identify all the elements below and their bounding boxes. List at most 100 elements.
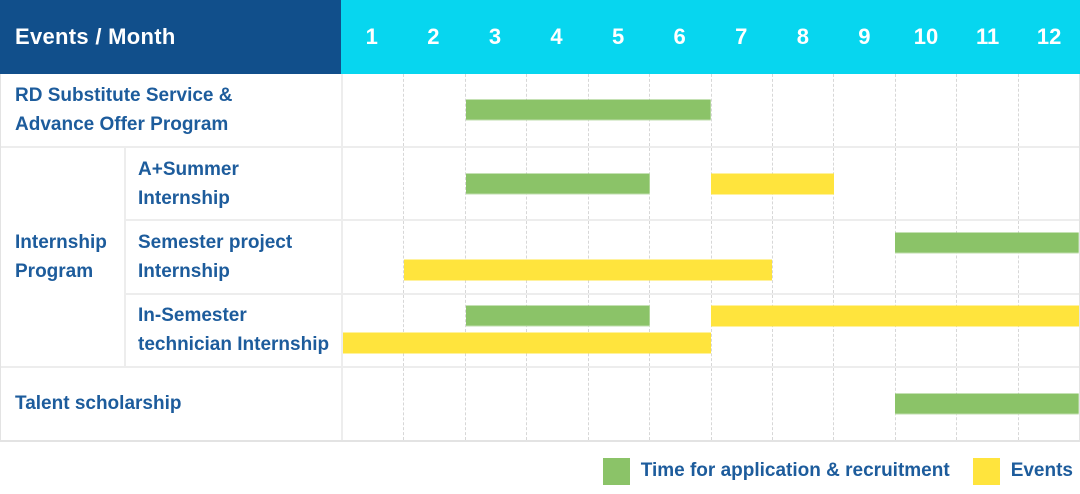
month-grid-column — [403, 74, 464, 147]
month-grid-column — [956, 148, 1017, 220]
month-header-label: 7 — [735, 24, 748, 49]
row-label-line: Talent scholarship — [15, 393, 182, 415]
gantt-bar-events — [404, 259, 773, 281]
table-row: Semester project Internship — [124, 219, 1079, 293]
month-grid-column — [649, 221, 710, 293]
row-label-line: A+Summer — [138, 158, 239, 180]
month-grid-column — [1017, 74, 1079, 147]
month-grid-column — [464, 74, 526, 147]
month-grid-column — [710, 294, 772, 366]
month-header-label: 3 — [488, 24, 502, 49]
gantt-body: RD Substitute Service & Advance Offer Pro… — [0, 74, 1080, 442]
month-header-label: 8 — [796, 24, 809, 49]
month-grid-column — [343, 295, 403, 366]
row-label: Talent scholarship — [1, 368, 341, 440]
group-label: Internship Program — [1, 148, 124, 365]
month-header-label: 1 — [365, 24, 378, 49]
month-grid-column — [587, 367, 649, 441]
gantt-bar-application — [465, 173, 650, 195]
timeline-cell — [341, 367, 1079, 441]
month-gridlines — [343, 221, 1079, 293]
table-row-group: Internship Program A+Summer Internship Semes… — [1, 146, 1079, 366]
month-grid-column — [771, 74, 833, 147]
legend-item: Events — [972, 457, 1073, 485]
row-label-line: Internship — [15, 232, 107, 253]
legend-label: Events — [1010, 460, 1073, 481]
gantt-bar-application — [465, 305, 650, 327]
table-row: In-Semester technician Internship — [124, 292, 1079, 366]
legend: Time for application & recruitment Events — [0, 442, 1080, 494]
month-grid-column — [771, 294, 833, 366]
month-grid-column — [833, 148, 894, 220]
row-label-line: Internship — [138, 187, 230, 209]
month-grid-column — [526, 294, 587, 366]
month-header-label: 2 — [427, 24, 440, 49]
gantt-bar-application — [895, 232, 1079, 254]
month-grid-column — [833, 294, 894, 366]
month-grid-column — [587, 294, 649, 366]
month-grid-column — [833, 367, 894, 441]
table-row: RD Substitute Service & Advance Offer Pro… — [1, 74, 1079, 147]
month-grid-column — [710, 367, 772, 441]
legend-swatch-application — [602, 457, 630, 485]
month-grid-column — [1017, 221, 1079, 293]
month-grid-column — [956, 74, 1017, 147]
month-grid-column — [343, 74, 403, 146]
table-row: Talent scholarship — [1, 365, 1079, 441]
month-grid-column — [649, 367, 710, 441]
row-label: RD Substitute Service & Advance Offer Pro… — [1, 74, 341, 146]
month-grid-column — [403, 367, 464, 441]
group-subrows: A+Summer Internship Semester project Intern… — [124, 148, 1079, 366]
timeline-cell — [341, 74, 1079, 147]
row-label-line: Internship — [138, 261, 230, 282]
month-grid-column — [526, 221, 587, 293]
legend-label: Time for application & recruitment — [640, 460, 950, 481]
month-header-row: 1 2 3 4 5 6 7 8 9 10 11 12 — [341, 0, 1080, 74]
month-grid-column — [894, 294, 956, 366]
month-header-label: 6 — [673, 24, 686, 49]
month-header-label: 10 — [913, 24, 939, 49]
month-grid-column — [464, 148, 526, 220]
gantt-bar-events — [711, 173, 834, 195]
timeline-cell — [341, 148, 1079, 220]
row-label: Semester project Internship — [124, 221, 341, 293]
month-grid-column — [833, 221, 894, 293]
month-grid-column — [1017, 148, 1079, 220]
month-grid-column — [403, 221, 464, 293]
month-grid-column — [956, 294, 1017, 366]
row-label-line: Advance Offer Program — [15, 114, 229, 136]
month-grid-column — [464, 367, 526, 441]
legend-swatch-events — [972, 457, 1000, 485]
month-grid-column — [587, 221, 649, 293]
month-grid-column — [649, 148, 710, 220]
month-header-label: 4 — [550, 24, 563, 49]
month-grid-column — [894, 74, 956, 147]
month-grid-column — [1017, 294, 1079, 366]
month-gridlines — [343, 294, 1079, 366]
month-grid-column — [343, 368, 403, 440]
row-label-line: technician Internship — [138, 334, 330, 356]
month-grid-column — [464, 294, 526, 366]
row-label-line: RD Substitute Service & — [15, 85, 233, 107]
month-grid-column — [343, 148, 403, 219]
month-grid-column — [403, 294, 464, 366]
gantt-bar-application — [895, 393, 1079, 415]
month-header-label: 5 — [611, 24, 625, 49]
legend-item: Time for application & recruitment — [602, 457, 950, 485]
month-grid-column — [771, 221, 833, 293]
page-title: Events / Month — [15, 24, 176, 49]
month-grid-column — [710, 74, 772, 147]
month-header-label: 12 — [1036, 24, 1062, 49]
row-label: A+Summer Internship — [124, 148, 341, 220]
row-label-line: Program — [15, 261, 94, 282]
month-grid-column — [403, 148, 464, 220]
month-grid-column — [833, 74, 894, 147]
month-gridlines — [343, 74, 1079, 147]
corner-header-cell: Events / Month — [0, 0, 341, 74]
month-grid-column — [894, 148, 956, 220]
month-grid-column — [894, 221, 956, 293]
timeline-cell — [341, 221, 1079, 293]
month-grid-column — [771, 367, 833, 441]
month-header-label: 9 — [858, 24, 871, 49]
